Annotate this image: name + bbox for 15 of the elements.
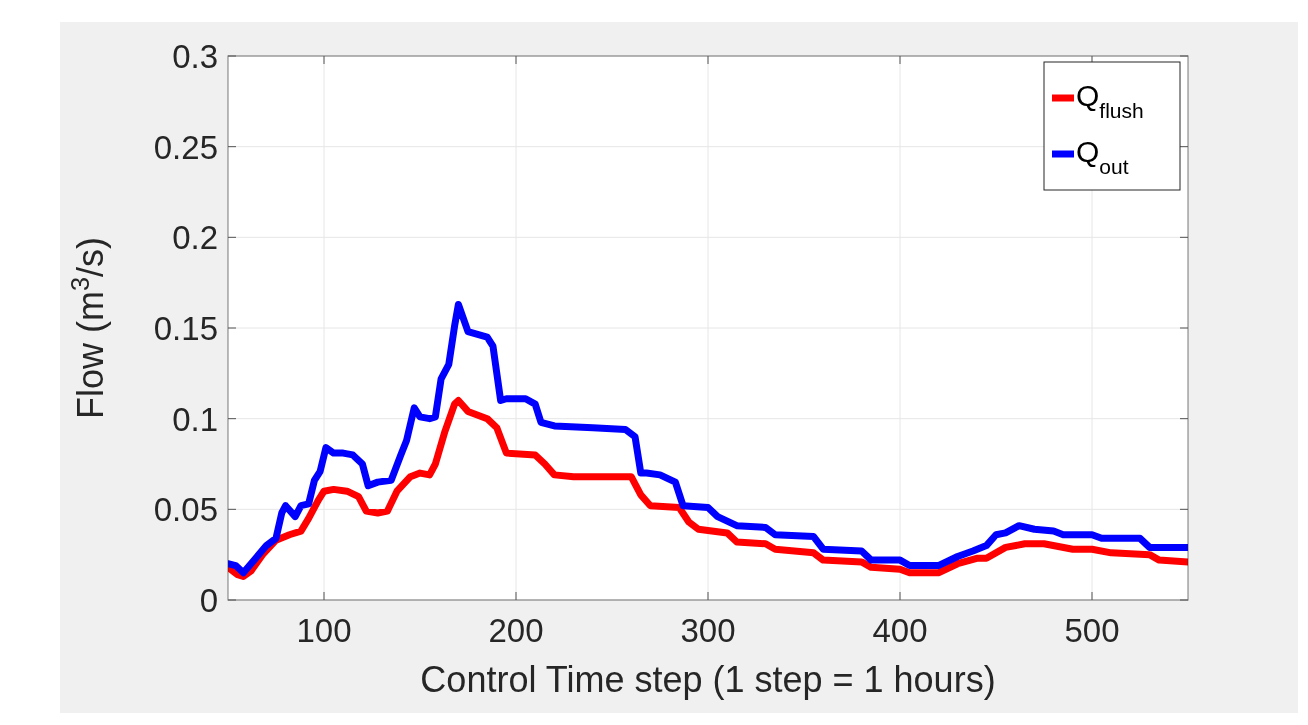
y-tick-label: 0.25 bbox=[153, 128, 218, 166]
y-tick-label: 0.15 bbox=[153, 310, 218, 347]
x-tick-label: 200 bbox=[488, 612, 544, 649]
legend-label: Q$_{flush}$ bbox=[1076, 79, 1144, 122]
x-axis-title: Control Time step (1 step = 1 hours) bbox=[420, 659, 996, 700]
y-tick-label: 0 bbox=[199, 582, 218, 619]
x-tick-label: 300 bbox=[680, 612, 736, 649]
x-tick-label: 100 bbox=[296, 612, 352, 649]
y-tick-label: 0.2 bbox=[172, 219, 218, 257]
legend-label: Q$_{out}$ bbox=[1076, 135, 1129, 178]
x-tick-label: 500 bbox=[1064, 612, 1120, 649]
y-tick-label: 0.05 bbox=[153, 491, 218, 529]
y-tick-label: 0.3 bbox=[172, 38, 218, 75]
x-tick-label: 400 bbox=[872, 612, 928, 649]
y-tick-label: 0.1 bbox=[172, 400, 218, 438]
